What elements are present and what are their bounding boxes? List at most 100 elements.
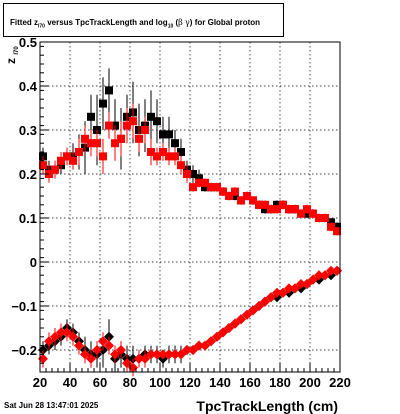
data-point	[284, 283, 294, 294]
date-stamp: Sat Jun 28 13:47:01 2025	[4, 401, 99, 410]
data-point	[116, 345, 126, 355]
data-point	[200, 340, 210, 351]
data-point	[206, 336, 216, 347]
data-point	[51, 165, 59, 174]
y-tick-label: 0.1	[19, 211, 37, 226]
data-point	[177, 161, 185, 170]
data-point	[99, 152, 107, 161]
data-point	[225, 192, 233, 200]
data-point	[188, 345, 198, 355]
data-point	[290, 283, 300, 294]
data-point	[242, 309, 252, 320]
x-tick-label: 40	[63, 375, 77, 390]
data-point	[309, 209, 317, 218]
data-point	[212, 331, 222, 342]
x-tick-label: 60	[93, 375, 107, 390]
data-point	[297, 209, 305, 218]
data-point	[93, 139, 101, 148]
data-point	[230, 318, 240, 329]
data-point	[249, 196, 257, 205]
data-point	[255, 200, 263, 209]
data-point	[273, 205, 281, 214]
data-point	[86, 353, 96, 364]
data-point	[165, 130, 173, 139]
data-point	[153, 117, 161, 126]
x-tick-label: 200	[299, 375, 321, 390]
title-box: Fitted zI70 versus TpcTrackLength and lo…	[3, 3, 284, 37]
data-point	[236, 314, 246, 325]
data-point	[135, 134, 143, 143]
data-point	[105, 121, 113, 130]
data-point	[98, 336, 108, 347]
data-point	[87, 139, 95, 148]
data-point	[315, 214, 323, 222]
x-axis-label: TpcTrackLength (cm)	[196, 398, 338, 414]
y-axis-label: z I70	[4, 46, 20, 64]
data-point	[314, 270, 324, 281]
data-point	[237, 196, 245, 205]
data-point	[320, 270, 330, 281]
data-point	[147, 112, 155, 121]
data-point	[291, 205, 299, 214]
data-point	[195, 178, 203, 187]
y-tick-label: −0.2	[11, 343, 37, 358]
title-beta: β	[178, 18, 183, 27]
data-point	[176, 349, 186, 360]
x-tick-label: 80	[123, 375, 137, 390]
title-prefix: Fitted	[10, 18, 32, 27]
data-point	[194, 340, 204, 351]
y-tick-label: 0.5	[19, 35, 37, 50]
data-point	[146, 349, 156, 360]
data-point	[183, 170, 191, 178]
data-point	[333, 227, 341, 236]
data-point	[243, 192, 251, 200]
data-point	[75, 148, 83, 156]
data-point	[111, 139, 119, 148]
data-point	[231, 187, 239, 196]
data-point	[207, 183, 215, 192]
data-point	[153, 152, 161, 161]
axis-ticks	[39, 41, 341, 373]
data-point	[201, 178, 209, 187]
data-point	[213, 183, 221, 192]
title-middle: versus TpcTrackLength and log	[47, 18, 168, 27]
data-point	[159, 148, 167, 156]
data-point	[182, 345, 192, 355]
data-point	[140, 353, 150, 364]
data-point	[39, 161, 47, 170]
data-point	[87, 112, 95, 121]
data-point	[279, 200, 287, 209]
data-point	[62, 327, 72, 338]
title-paren-open: (	[175, 18, 179, 27]
data-point	[267, 205, 275, 214]
x-tick-label: 140	[209, 375, 231, 390]
data-point	[189, 170, 197, 178]
data-point	[129, 117, 137, 126]
data-point	[321, 214, 329, 222]
data-point	[123, 121, 131, 130]
data-point	[326, 265, 336, 276]
data-point	[165, 152, 173, 161]
data-point	[117, 134, 125, 143]
data-point	[278, 287, 288, 298]
data-point	[81, 134, 89, 143]
data-point	[224, 323, 234, 333]
data-point	[152, 349, 162, 360]
data-point	[134, 353, 144, 364]
data-point	[308, 274, 318, 285]
data-point	[303, 205, 311, 214]
data-point	[63, 152, 71, 161]
x-tick-label: 220	[329, 375, 351, 390]
data-point	[260, 296, 270, 307]
data-point	[74, 340, 84, 351]
data-point	[56, 327, 66, 338]
y-axis-label-main: z	[4, 58, 18, 64]
title-gamma: γ	[185, 18, 190, 27]
data-point	[110, 349, 120, 360]
data-point	[170, 349, 180, 360]
data-point	[141, 126, 149, 134]
data-point	[159, 130, 167, 139]
data-point	[272, 287, 282, 298]
data-point	[254, 301, 264, 311]
